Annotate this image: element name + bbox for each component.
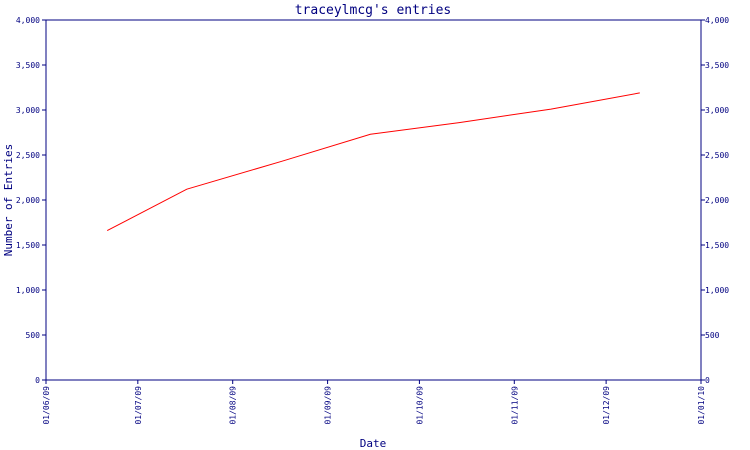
y-tick-label-left: 500 [26,331,41,340]
y-tick-label-left: 3,000 [16,106,40,115]
x-tick-label: 01/12/09 [602,386,611,425]
y-tick-label-right: 2,000 [705,196,729,205]
x-tick-label: 01/11/09 [510,386,519,425]
y-tick-label-right: 2,500 [705,151,729,160]
y-tick-label-left: 2,500 [16,151,40,160]
y-tick-label-left: 0 [35,376,40,385]
y-tick-label-left: 1,000 [16,286,40,295]
series-line [106,92,640,232]
x-tick-label: 01/06/09 [42,386,51,425]
x-tick-label: 01/08/09 [229,386,238,425]
y-tick-label-left: 2,000 [16,196,40,205]
y-tick-label-right: 1,000 [705,286,729,295]
chart-title: traceylmcg's entries [295,3,452,18]
x-axis-label: Date [360,437,387,450]
y-tick-label-left: 1,500 [16,241,40,250]
y-tick-label-right: 4,000 [705,16,729,25]
x-tick-label: 01/10/09 [415,386,424,425]
y-tick-label-left: 4,000 [16,16,40,25]
x-tick-label: 01/01/10 [697,386,706,425]
y-axis-label: Number of Entries [2,144,15,257]
x-tick-label: 01/07/09 [134,386,143,425]
y-tick-label-right: 1,500 [705,241,729,250]
y-tick-label-right: 3,500 [705,61,729,70]
plot-area: 0 0 500 500 1,000 1,000 1,500 1,500 2,000 2,000 2,… [16,16,729,425]
y-tick-label-right: 3,000 [705,106,729,115]
x-tick-label: 01/09/09 [324,386,333,425]
y-tick-label-left: 3,500 [16,61,40,70]
y-tick-label-right: 0 [705,376,710,385]
plot-border [45,19,702,381]
y-tick-label-right: 500 [705,331,720,340]
